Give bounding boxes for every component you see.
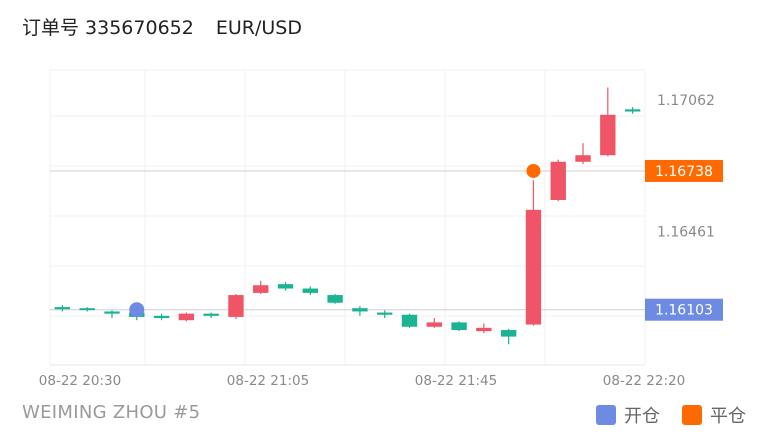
candle [624, 107, 641, 114]
candle [203, 312, 219, 319]
candle [525, 180, 542, 326]
candle [476, 323, 492, 334]
legend-label-open: 开仓 [624, 406, 660, 427]
chart-header: 订单号 335670652 EUR/USD [22, 13, 302, 40]
open-price-tag-text: 1.16103 [655, 303, 713, 319]
x-tick-label: 08-22 21:45 [415, 373, 497, 389]
y-tick-label: 1.16461 [657, 224, 715, 240]
candle [104, 310, 120, 319]
candle-body [500, 330, 517, 337]
close-price-tag-text: 1.16738 [655, 164, 713, 180]
open-price-tag: 1.16103 [645, 298, 723, 321]
candle [178, 312, 195, 322]
candle-body [327, 295, 343, 303]
candle-body [550, 161, 566, 201]
candle-body [624, 109, 641, 112]
candle [253, 280, 269, 294]
candle-body [476, 327, 492, 332]
candle-body [54, 307, 71, 310]
candle-body [401, 314, 418, 327]
open-position-marker [129, 302, 145, 318]
legend-item-open: 开仓 [596, 402, 660, 428]
grid [49, 69, 646, 366]
candle-body [352, 308, 368, 312]
candle [228, 293, 244, 320]
x-tick-label: 08-22 20:30 [39, 373, 121, 389]
candle-body [79, 308, 95, 311]
candle-body [302, 288, 318, 293]
candle [550, 159, 566, 202]
candle [426, 318, 442, 328]
close-price-tag: 1.16738 [645, 159, 723, 182]
candle [352, 306, 368, 316]
chart-legend: 开仓 平仓 [574, 402, 746, 428]
legend-item-close: 平仓 [682, 402, 746, 428]
candle-body [104, 311, 120, 314]
candle-body [377, 312, 393, 315]
open-price-tag-bg [645, 298, 723, 321]
candle [600, 87, 616, 157]
candle-body [153, 315, 170, 319]
x-tick-label: 08-22 22:20 [603, 373, 685, 389]
candle [327, 293, 343, 304]
candle [451, 321, 467, 332]
candle-body [228, 295, 244, 317]
legend-swatch-open [596, 405, 616, 425]
candle-body [451, 322, 467, 331]
candle-body [575, 155, 591, 162]
y-tick-label: 1.17062 [657, 93, 715, 109]
candle [377, 310, 393, 319]
close-position-marker [526, 163, 541, 178]
candle [79, 307, 95, 312]
candle-body [277, 284, 294, 289]
x-tick-label: 08-22 21:05 [227, 373, 309, 389]
candle-body [600, 114, 616, 156]
account-label: WEIMING ZHOU #5 [22, 402, 201, 423]
candle [575, 143, 591, 164]
currency-pair: EUR/USD [215, 17, 302, 39]
candle [277, 281, 294, 291]
candle [153, 313, 170, 321]
close-price-tag-bg [645, 159, 723, 182]
candle-body [426, 322, 442, 327]
candle [401, 313, 418, 328]
legend-label-close: 平仓 [710, 406, 746, 427]
order-number: 订单号 335670652 [22, 17, 194, 39]
candle-body [203, 313, 219, 316]
candle [54, 304, 71, 312]
candle-body [253, 285, 269, 293]
candle [500, 328, 517, 345]
candle-body [525, 209, 542, 325]
candle-body [178, 313, 195, 321]
legend-swatch-close [682, 405, 702, 425]
candle [302, 286, 318, 296]
